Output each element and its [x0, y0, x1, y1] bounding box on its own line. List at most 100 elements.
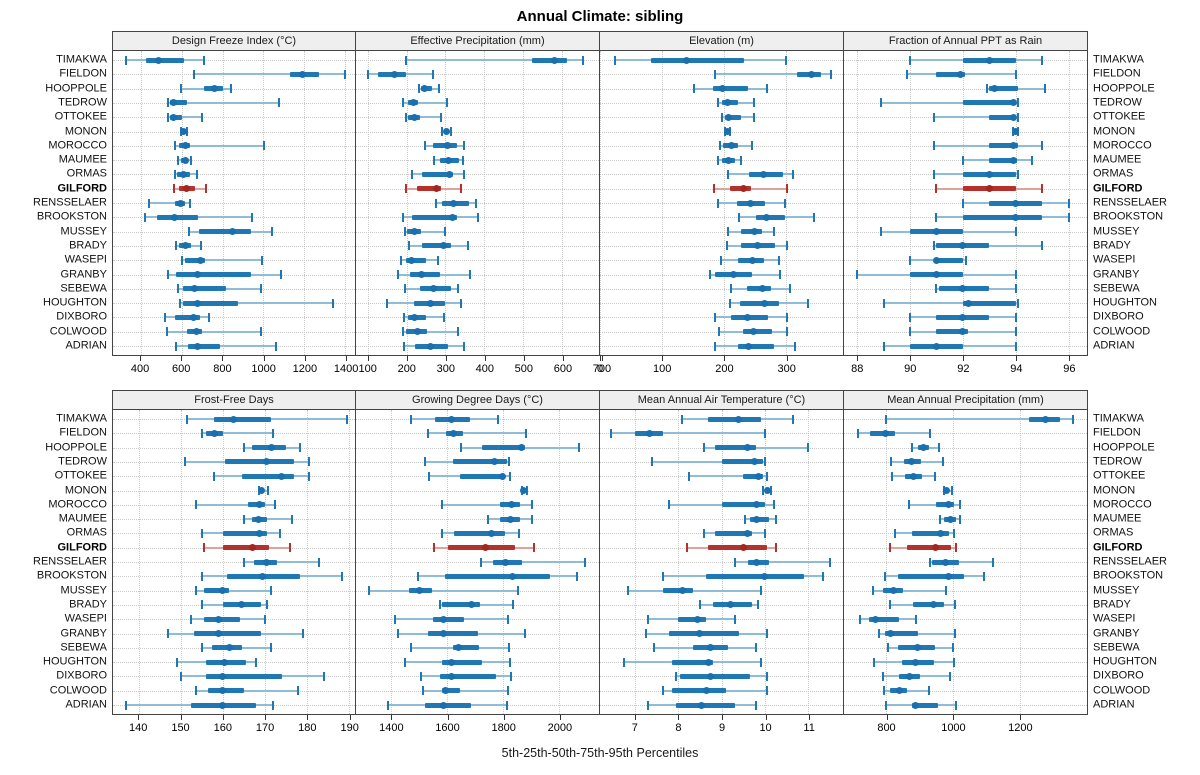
- whisker-5th-95th: [195, 589, 272, 592]
- panel-band-top: TIMAKWA FIELDON HOOPPOLE TEDROW OTTOKEE MONON…: [0, 31, 1200, 378]
- median-dot: [278, 472, 286, 480]
- whisker-end-cap: [766, 629, 769, 638]
- panel-header: Frost-Free Days: [113, 391, 355, 410]
- whisker-end-cap: [766, 671, 769, 681]
- category-label: HOOPPOLE: [1093, 82, 1155, 95]
- panel-frame: Growing Degree Days (°C): [356, 390, 600, 715]
- median-dot: [190, 285, 198, 293]
- interquartile-bar-25th-75th: [222, 545, 269, 551]
- category-label: TEDROW: [1093, 96, 1142, 109]
- median-dot: [170, 99, 178, 107]
- whisker-end-cap: [255, 657, 258, 667]
- whisker-end-cap: [1067, 212, 1070, 222]
- whisker-5th-95th: [427, 432, 527, 435]
- whisker-end-cap: [953, 657, 956, 667]
- x-axis: 140 150 160 170 180 190: [112, 715, 359, 737]
- median-dot: [219, 687, 227, 695]
- whisker-5th-95th: [610, 432, 765, 435]
- panel-frame: Mean Annual Precipitation (mm): [844, 390, 1088, 715]
- x-axis-tick: [346, 356, 348, 361]
- category-label: COLWOOD: [49, 325, 107, 338]
- whisker-end-cap: [174, 341, 177, 351]
- row-gridline: [844, 476, 1087, 478]
- interquartile-bar-25th-75th: [532, 57, 568, 63]
- whisker-end-cap: [757, 600, 760, 610]
- whisker-end-cap: [457, 284, 460, 294]
- whisker-end-cap: [443, 312, 446, 322]
- interquartile-bar-25th-75th: [740, 300, 780, 306]
- whisker-end-cap: [692, 84, 695, 94]
- whisker-end-cap: [807, 298, 810, 308]
- whisker-end-cap: [418, 84, 421, 94]
- whisker-end-cap: [531, 500, 534, 510]
- x-axis-tick: [857, 356, 859, 361]
- x-axis-tick-label: 300: [436, 363, 455, 375]
- panel-header: Mean Annual Air Temperature (°C): [600, 391, 843, 410]
- interquartile-bar-25th-75th: [439, 673, 497, 679]
- whisker-end-cap: [879, 227, 882, 237]
- x-axis-tick: [222, 356, 224, 361]
- category-label: FIELDON: [1093, 67, 1141, 80]
- whisker-end-cap: [200, 600, 203, 610]
- median-dot: [211, 85, 219, 93]
- x-axis-tick: [601, 356, 603, 361]
- whisker-end-cap: [774, 514, 777, 524]
- median-dot: [1009, 99, 1017, 107]
- whisker-5th-95th: [886, 418, 1073, 420]
- median-dot: [750, 328, 758, 336]
- interquartile-bar-25th-75th: [708, 545, 768, 551]
- whisker-end-cap: [703, 443, 706, 453]
- median-dot: [298, 70, 306, 78]
- whisker-end-cap: [1067, 198, 1070, 208]
- whisker-end-cap: [445, 98, 448, 108]
- category-label: MONON: [1093, 484, 1136, 496]
- x-axis-tick-label: 140: [129, 722, 148, 734]
- category-label: SEBEWA: [60, 282, 107, 295]
- x-axis-tick-label: 300: [777, 363, 796, 375]
- median-dot: [506, 515, 514, 523]
- interquartile-bar-25th-75th: [989, 143, 1019, 149]
- whisker-end-cap: [344, 69, 347, 79]
- whisker-5th-95th: [201, 432, 274, 435]
- whisker-5th-95th: [168, 101, 279, 104]
- median-dot: [508, 572, 516, 580]
- median-dot: [932, 256, 940, 264]
- x-axis: 400 600 800 1000 1200 1400: [112, 356, 358, 378]
- whisker-end-cap: [882, 341, 885, 351]
- interquartile-bar-25th-75th: [962, 300, 1016, 306]
- panel-band-bottom: TIMAKWA FIELDON HOOPPOLE TEDROW OTTOKEE MONON…: [0, 390, 1200, 737]
- whisker-end-cap: [260, 284, 263, 294]
- whisker-end-cap: [396, 270, 399, 279]
- interquartile-bar-25th-75th: [721, 459, 763, 465]
- whisker-end-cap: [459, 184, 462, 194]
- category-label: BRADY: [69, 239, 107, 252]
- category-label: FIELDON: [1093, 426, 1141, 439]
- median-dot: [1009, 142, 1017, 150]
- median-dot: [683, 56, 691, 64]
- whisker-end-cap: [1041, 55, 1044, 65]
- x-axis-tick: [503, 715, 505, 720]
- whisker-end-cap: [779, 270, 782, 279]
- median-dot: [725, 113, 733, 121]
- median-dot: [427, 342, 435, 350]
- x-axis-tick-label: 150: [171, 722, 190, 734]
- whisker-end-cap: [909, 255, 912, 265]
- median-dot: [215, 615, 223, 623]
- whisker-end-cap: [774, 543, 777, 553]
- interquartile-bar-25th-75th: [481, 445, 525, 451]
- whisker-end-cap: [714, 341, 717, 351]
- panel-header: Design Freeze Index (°C): [113, 32, 355, 51]
- category-label: MOROCCO: [1093, 139, 1152, 152]
- median-dot: [704, 658, 712, 666]
- panel-header: Fraction of Annual PPT as Rain: [844, 32, 1087, 51]
- x-axis-tick: [724, 356, 726, 361]
- whisker-end-cap: [753, 98, 756, 108]
- x-axis-tick-label: 2000: [547, 722, 573, 734]
- median-dot: [985, 56, 993, 64]
- interquartile-bar-25th-75th: [422, 243, 452, 249]
- whisker-end-cap: [460, 443, 463, 453]
- whisker-end-cap: [983, 571, 986, 581]
- interquartile-bar-25th-75th: [405, 257, 426, 263]
- median-dot: [550, 56, 558, 64]
